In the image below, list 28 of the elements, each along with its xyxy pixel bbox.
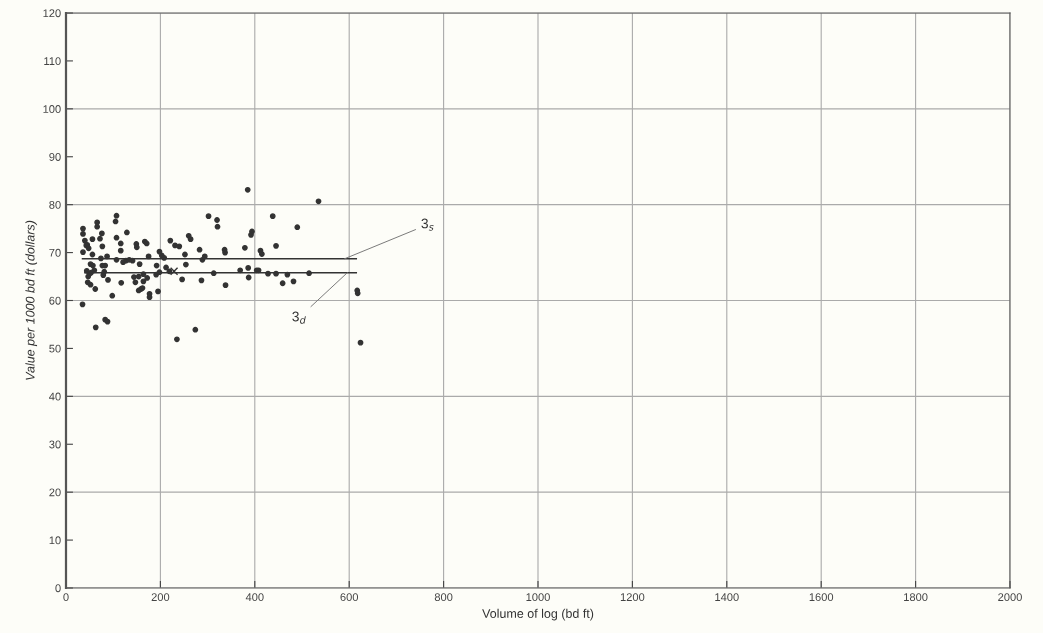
- y-tick-label: 120: [43, 9, 61, 18]
- y-tick-label: 50: [49, 344, 61, 353]
- y-tick-label: 90: [49, 153, 61, 161]
- y-axis-title: Value per 1000 bd ft (dollars): [25, 220, 38, 380]
- x-tick-label: 200: [151, 593, 170, 602]
- x-tick-label: 2000: [998, 593, 1022, 602]
- annotation: 3$_{s}$: [421, 218, 434, 231]
- y-tick-label: 100: [43, 105, 61, 113]
- x-tick-label: 600: [340, 593, 359, 602]
- y-tick-label: 60: [49, 296, 61, 305]
- x-tick-label: 800: [434, 593, 453, 602]
- x-tick-label: 1000: [526, 593, 550, 602]
- x-tick-label: 1200: [620, 593, 645, 602]
- y-tick-label: 40: [49, 392, 61, 401]
- y-tick-label: 20: [49, 488, 61, 497]
- y-tick-label: 30: [49, 440, 61, 449]
- y-tick-label: 80: [49, 200, 61, 209]
- y-tick-label: 70: [49, 248, 61, 257]
- x-tick-label: 1400: [715, 593, 739, 602]
- x-tick-label: 400: [245, 593, 264, 602]
- x-tick-label: 1800: [904, 593, 928, 602]
- x-tick-label: 1600: [809, 593, 834, 602]
- y-tick-label: 110: [44, 57, 61, 66]
- y-tick-label: 0: [55, 584, 61, 593]
- x-axis-title: Volume of log (bd ft): [482, 608, 594, 621]
- x-tick-label: 0: [63, 593, 69, 602]
- y-tick-label: 10: [49, 536, 61, 545]
- annotation: 3$_{d}$: [292, 311, 306, 324]
